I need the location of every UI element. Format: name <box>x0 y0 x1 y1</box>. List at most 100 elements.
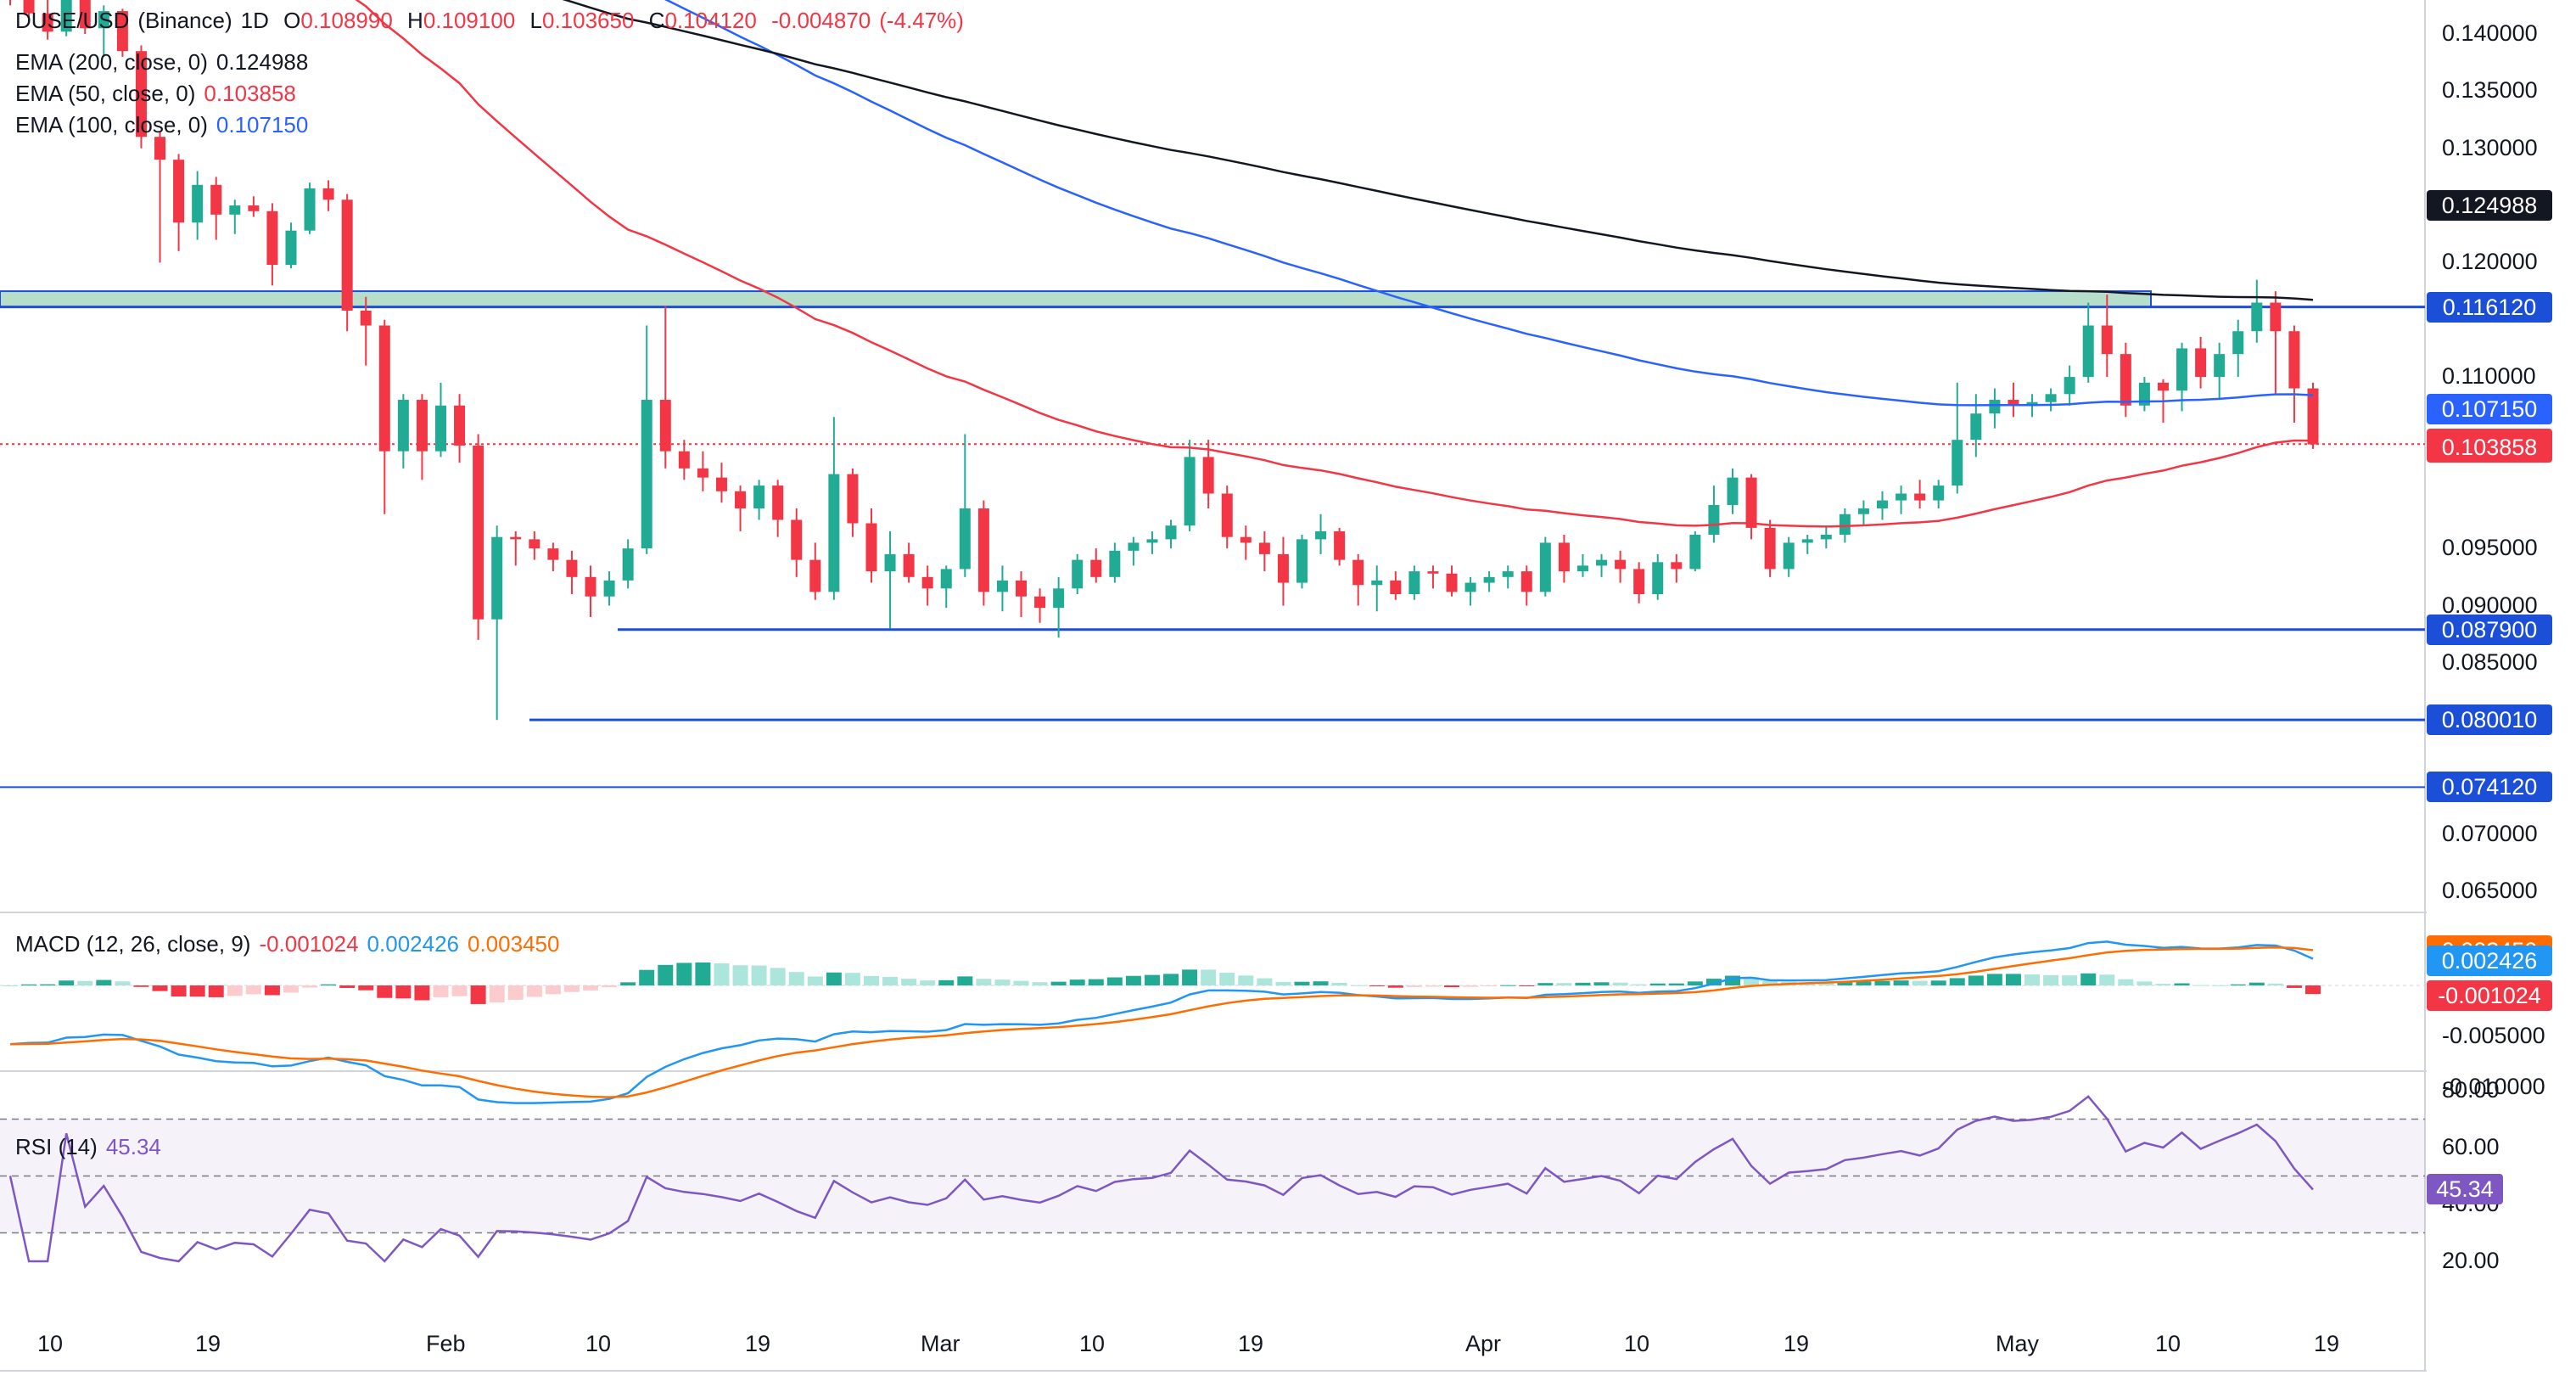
candle-body <box>865 523 877 572</box>
candle-body <box>1146 539 1158 543</box>
ema50-legend: EMA (50, close, 0) 0.103858 <box>15 78 305 109</box>
price-tick-label: 0.120000 <box>2442 249 2538 275</box>
candle-body <box>735 491 747 509</box>
macd-histogram-bar <box>1406 985 1422 987</box>
macd-histogram-bar <box>1463 985 1479 987</box>
candle-body <box>2082 325 2094 378</box>
candle-body <box>1090 559 1102 577</box>
macd-histogram-bar <box>602 985 618 988</box>
macd-histogram-bar <box>1201 969 1217 985</box>
candle-body <box>154 137 166 160</box>
time-tick-label: May <box>1996 1331 2040 1356</box>
candle-body <box>285 230 297 266</box>
candle-body <box>1596 559 1608 566</box>
candle-body <box>2288 331 2300 389</box>
candle-body <box>1539 542 1551 592</box>
candle-body <box>434 405 446 452</box>
candle-body <box>2026 401 2038 406</box>
macd-histogram-bar <box>2211 985 2227 986</box>
ema200-line <box>562 0 2314 301</box>
candle-body <box>959 508 971 570</box>
price-levels <box>0 306 2425 789</box>
candle-body <box>2064 377 2075 395</box>
macd-histogram-bar <box>1612 982 1628 985</box>
rsi-tick-label: 80.00 <box>2442 1077 2500 1103</box>
macd-histogram-bar <box>115 981 131 985</box>
macd-histogram-bar <box>470 985 486 1004</box>
macd-histogram-bar <box>1519 985 1535 986</box>
candle-body <box>1072 559 1084 589</box>
ema50-label: EMA (50, close, 0) <box>15 81 196 106</box>
candle-body <box>1240 536 1252 543</box>
time-tick-label: 19 <box>2314 1331 2340 1356</box>
macd-histogram-bar <box>1837 982 1853 985</box>
price-tick-label: 0.085000 <box>2442 648 2538 675</box>
candle-body <box>529 539 540 549</box>
macd-histogram-bar <box>2174 983 2190 985</box>
candle-body <box>2045 394 2057 402</box>
macd-histogram-bar <box>2305 985 2321 995</box>
candle-body <box>2176 348 2188 391</box>
macd-histogram-bar <box>1444 985 1460 988</box>
macd-histogram-bar <box>2118 979 2134 985</box>
macd-histogram-bar <box>844 973 860 985</box>
macd-histogram-bar <box>339 985 356 988</box>
rsi-legend: RSI (14) 45.34 <box>15 1131 170 1162</box>
candle-body <box>1745 477 1757 528</box>
macd-histogram-bar <box>676 963 692 985</box>
candle-body <box>2270 302 2282 332</box>
candle-body <box>641 400 652 549</box>
macd-histogram-bar <box>1687 981 1703 985</box>
candle-body <box>1764 527 1776 570</box>
candle-body <box>1633 569 1645 595</box>
candle-body <box>116 11 128 52</box>
candle-body <box>1652 562 1664 595</box>
macd-histogram-bar <box>433 985 449 997</box>
candle-body <box>266 210 278 266</box>
macd-histogram-bar <box>245 985 261 995</box>
candle-body <box>828 474 840 592</box>
candle-body <box>1839 514 1851 535</box>
macd-histogram-bar <box>938 979 955 985</box>
price-tick-label: 0.130000 <box>2442 134 2538 160</box>
price-tick-label: 0.090000 <box>2442 592 2538 618</box>
candle-body <box>1576 565 1588 572</box>
candle-body <box>809 559 821 592</box>
rsi-pane <box>0 1095 2425 1263</box>
candle-body <box>1615 559 1627 570</box>
macd-histogram-bar <box>1369 985 1385 987</box>
candle-body <box>1221 493 1233 537</box>
candle-body <box>304 188 316 231</box>
macd-histogram-bar <box>2155 984 2171 985</box>
macd-histogram-bar <box>1182 969 1198 985</box>
price-badge: 0.107150 <box>2427 394 2552 425</box>
macd-histogram-bar <box>1387 985 1403 988</box>
macd-histogram-bar <box>563 985 580 992</box>
time-tick-label: Feb <box>426 1331 466 1356</box>
macd-histogram-bar <box>1649 983 1666 985</box>
candle-body <box>1727 477 1739 505</box>
macd-histogram-bar <box>1556 983 1572 985</box>
candle-body <box>341 199 353 311</box>
time-tick-label: 10 <box>1079 1331 1106 1356</box>
candle-body <box>173 160 185 223</box>
macd-histogram-bar <box>283 985 299 993</box>
candle-body <box>2138 382 2150 406</box>
candle-body <box>996 580 1008 592</box>
grid <box>0 0 2427 1372</box>
candle-body <box>1296 539 1308 583</box>
macd-histogram-bar <box>377 985 393 998</box>
change-value: -0.004870 <box>771 8 871 33</box>
candle-body <box>1708 504 1720 535</box>
macd-histogram-bar <box>1219 973 1235 985</box>
time-tick-label: 10 <box>585 1331 612 1356</box>
macd-histogram-bar <box>414 985 430 1001</box>
macd-histogram-bar <box>1350 985 1366 986</box>
candle-body <box>473 445 484 620</box>
macd-legend: MACD (12, 26, close, 9) -0.001024 0.002426… <box>15 929 568 959</box>
candle-body <box>135 51 147 138</box>
pair-label: DUSE/USD <box>15 8 130 33</box>
macd-histogram-bar <box>1257 978 1273 985</box>
macd-histogram-bar <box>1294 981 1310 985</box>
